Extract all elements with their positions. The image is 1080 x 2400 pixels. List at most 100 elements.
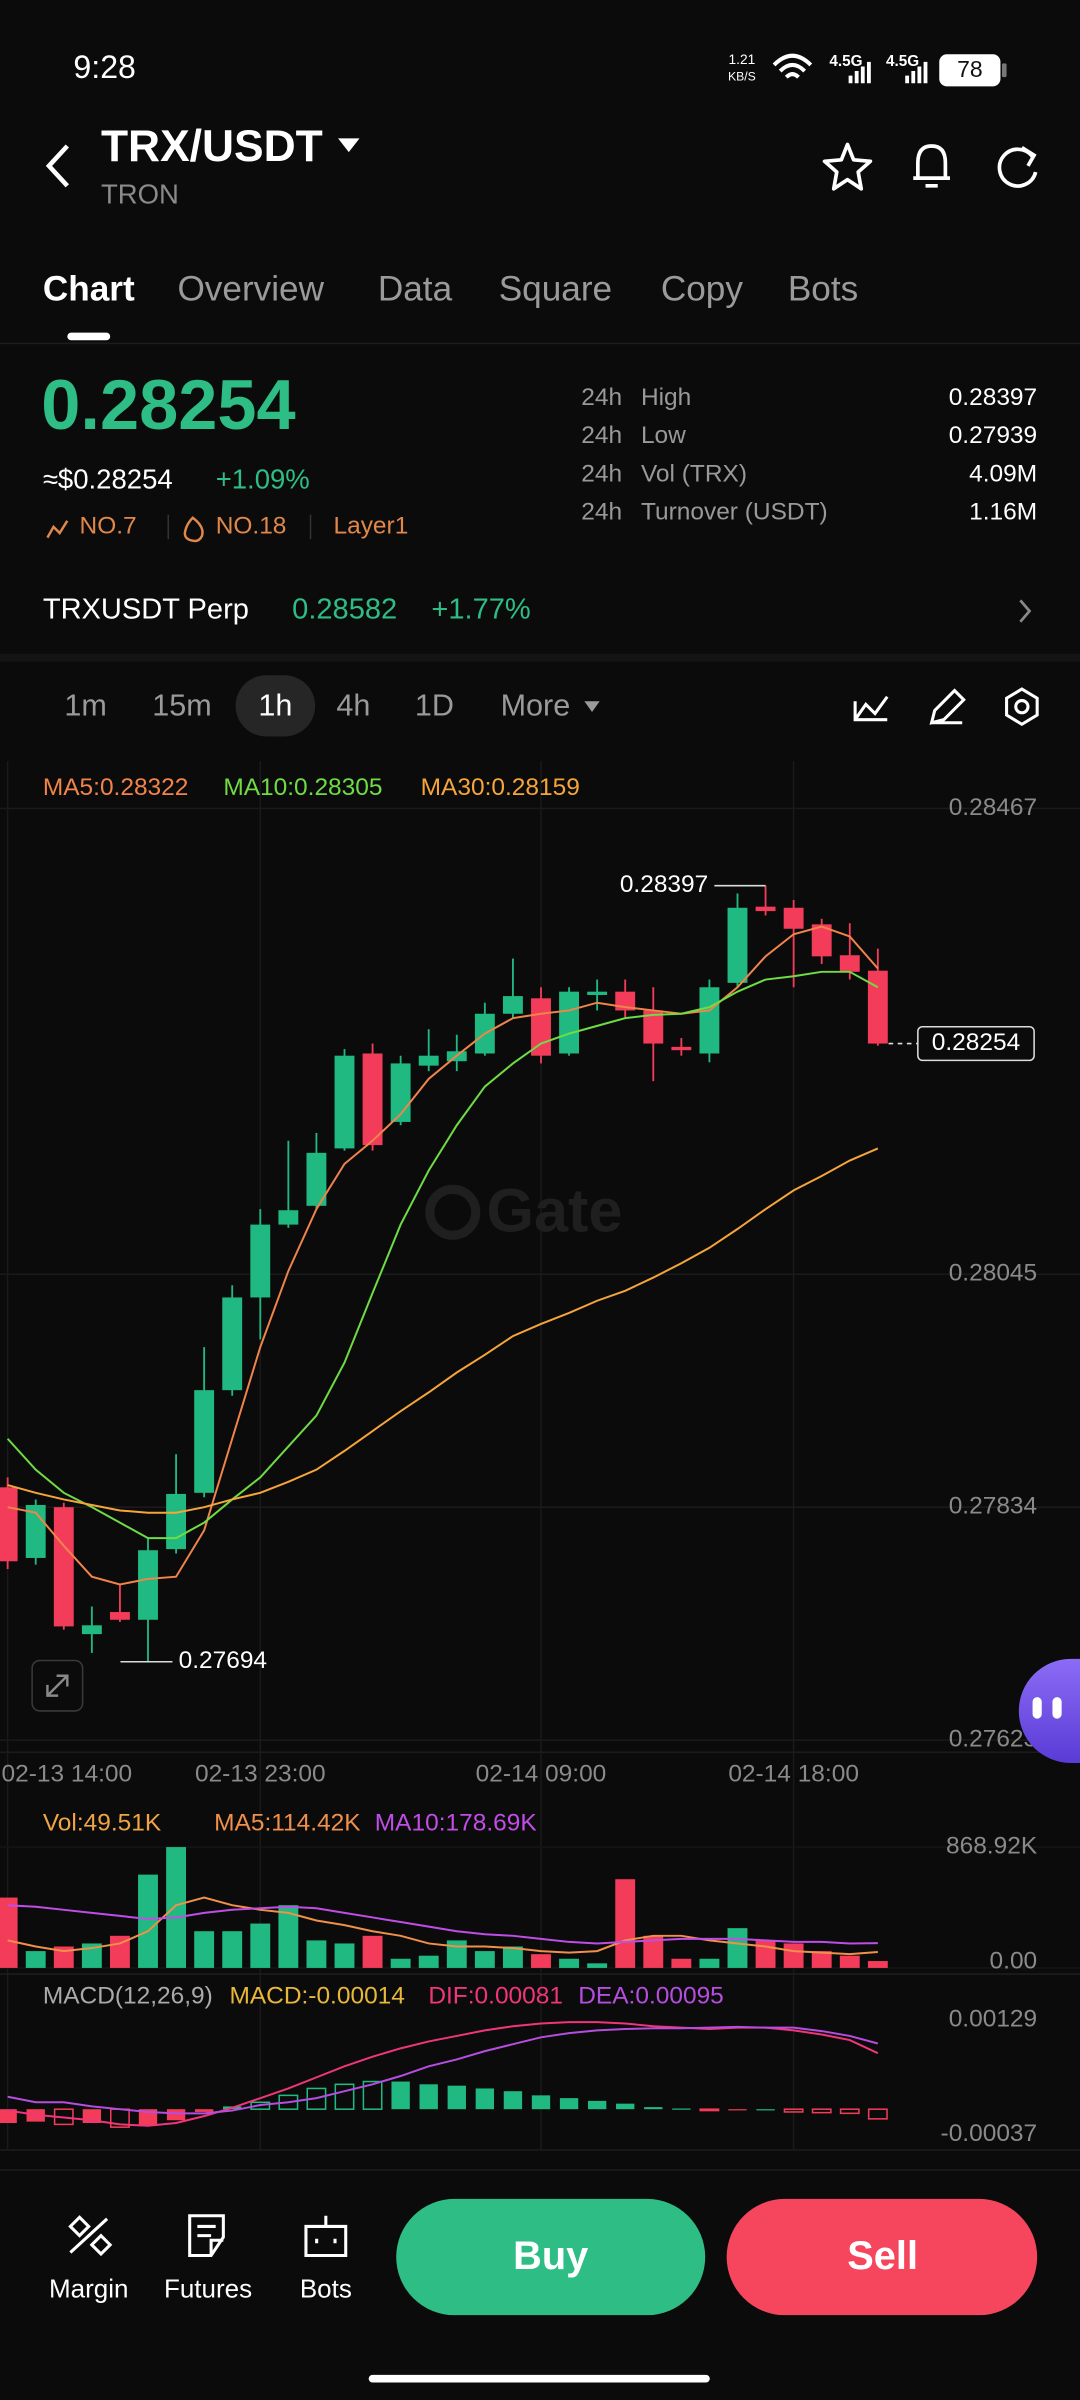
ma-line	[6, 970, 879, 1540]
divider	[0, 653, 1080, 662]
macd-bar	[0, 2109, 17, 2124]
interval[interactable]: 1m	[64, 689, 106, 723]
battery	[939, 54, 1001, 87]
bots-icon[interactable]	[304, 2215, 348, 2258]
bottom-item[interactable]: Futures	[164, 2274, 252, 2304]
futures-icon[interactable]	[188, 2214, 225, 2258]
tab[interactable]: Data	[378, 270, 453, 309]
volume-bar	[643, 1935, 664, 1968]
volume-bar	[278, 1905, 299, 1968]
last-price-label: 0.28254	[932, 1029, 1020, 1056]
tab[interactable]: Bots	[788, 270, 858, 309]
tag: Layer1	[333, 512, 408, 539]
y-tick-label: 0.28045	[949, 1260, 1037, 1287]
home-indicator	[368, 2374, 710, 2383]
stat-label: High	[641, 384, 691, 411]
macd-line	[7, 2025, 879, 2115]
macd-bar	[166, 2109, 186, 2121]
x-tick-label: 02-14 09:00	[476, 1761, 607, 1788]
volume-ma-line	[7, 1904, 878, 1945]
candle-body	[166, 1493, 187, 1550]
volume-bar	[783, 1943, 804, 1968]
volume-bar	[727, 1928, 748, 1968]
candle-body	[222, 1297, 243, 1391]
stat-value: 1.16M	[969, 499, 1037, 526]
pair-name: TRON	[101, 179, 179, 210]
volume-bar	[502, 1946, 523, 1968]
pair-title[interactable]: TRX/USDT	[101, 122, 323, 171]
settings-button[interactable]	[1005, 687, 1039, 727]
margin-icon[interactable]	[68, 2215, 113, 2257]
favorite-button[interactable]	[822, 142, 873, 191]
share-button[interactable]	[997, 145, 1038, 188]
volume-bar	[699, 1958, 720, 1968]
interval[interactable]: More	[501, 689, 571, 723]
bottom-item[interactable]: Bots	[300, 2274, 352, 2304]
settings-button	[1014, 699, 1030, 715]
macd-bar	[362, 2080, 383, 2110]
tab[interactable]: Overview	[177, 270, 324, 309]
high-marker-label: 0.28397	[620, 871, 708, 898]
volume-bar	[811, 1951, 832, 1968]
candle-body	[362, 1053, 383, 1146]
x-tick-label: 02-13 23:00	[195, 1761, 326, 1788]
interval[interactable]: 1h	[258, 689, 292, 723]
last-price: 0.28254	[41, 365, 295, 444]
volume-bar	[531, 1954, 551, 1968]
legend-entry: Vol:49.51K	[43, 1810, 162, 1837]
ma-line	[7, 925, 879, 1586]
assistant-eye	[1052, 1697, 1062, 1719]
macd-bar	[811, 2108, 832, 2114]
macd-bar	[250, 2101, 271, 2110]
macd-bar	[391, 2081, 410, 2110]
candle-body	[755, 906, 776, 912]
legend-entry: MA10:178.69K	[375, 1810, 538, 1837]
stat-value: 0.28397	[949, 384, 1037, 411]
volume-bar	[867, 1961, 888, 1968]
sell-button[interactable]	[726, 2198, 1038, 2316]
macd-bar	[867, 2108, 888, 2120]
candle-body	[306, 1152, 327, 1206]
net-speed: 1.21	[729, 52, 756, 67]
volume-bar	[839, 1955, 860, 1968]
candle-body	[531, 998, 551, 1056]
y-tick-label: -0.00037	[941, 2120, 1038, 2147]
fullscreen-button[interactable]	[31, 1659, 84, 1712]
perp-arrow[interactable]	[1019, 599, 1032, 623]
panel-title: MACD(12,26,9)	[43, 1982, 213, 2009]
candle-body	[643, 1010, 664, 1044]
draw-button[interactable]	[929, 688, 966, 725]
macd-bar	[503, 2091, 523, 2110]
pair-dropdown[interactable]	[338, 138, 360, 153]
macd-bar	[644, 2107, 663, 2110]
tab[interactable]: Copy	[661, 270, 744, 309]
macd-bar	[419, 2084, 438, 2110]
candle-body	[839, 955, 860, 972]
interval[interactable]: 15m	[152, 689, 211, 723]
macd-bar	[531, 2095, 551, 2110]
volume-bar	[334, 1943, 355, 1968]
perp-name[interactable]: TRXUSDT Perp	[43, 594, 249, 626]
more-dropdown[interactable]	[584, 701, 600, 713]
indicator-button[interactable]	[853, 695, 889, 722]
interval[interactable]: 1D	[415, 689, 454, 723]
y-tick-label: 0.27623	[949, 1726, 1037, 1753]
tab[interactable]: Chart	[43, 270, 135, 309]
alert-button[interactable]	[913, 144, 950, 188]
assistant-button[interactable]	[1018, 1658, 1080, 1763]
interval[interactable]: 4h	[336, 689, 370, 723]
bottom-item[interactable]: Margin	[49, 2274, 128, 2304]
y-tick-label: 0.00129	[949, 2005, 1037, 2032]
buy-button[interactable]	[396, 2198, 706, 2316]
candle-body	[811, 924, 832, 957]
back-button[interactable]	[45, 144, 69, 188]
candle-body	[278, 1210, 299, 1225]
volume-bar	[474, 1951, 495, 1968]
tab[interactable]: Square	[499, 270, 612, 309]
macd-bar	[194, 2109, 214, 2112]
buy-label[interactable]: Buy	[513, 2234, 588, 2278]
sell-label[interactable]: Sell	[847, 2234, 918, 2278]
volume-bar	[222, 1931, 243, 1968]
legend-entry: MA30:0.28159	[421, 774, 580, 801]
